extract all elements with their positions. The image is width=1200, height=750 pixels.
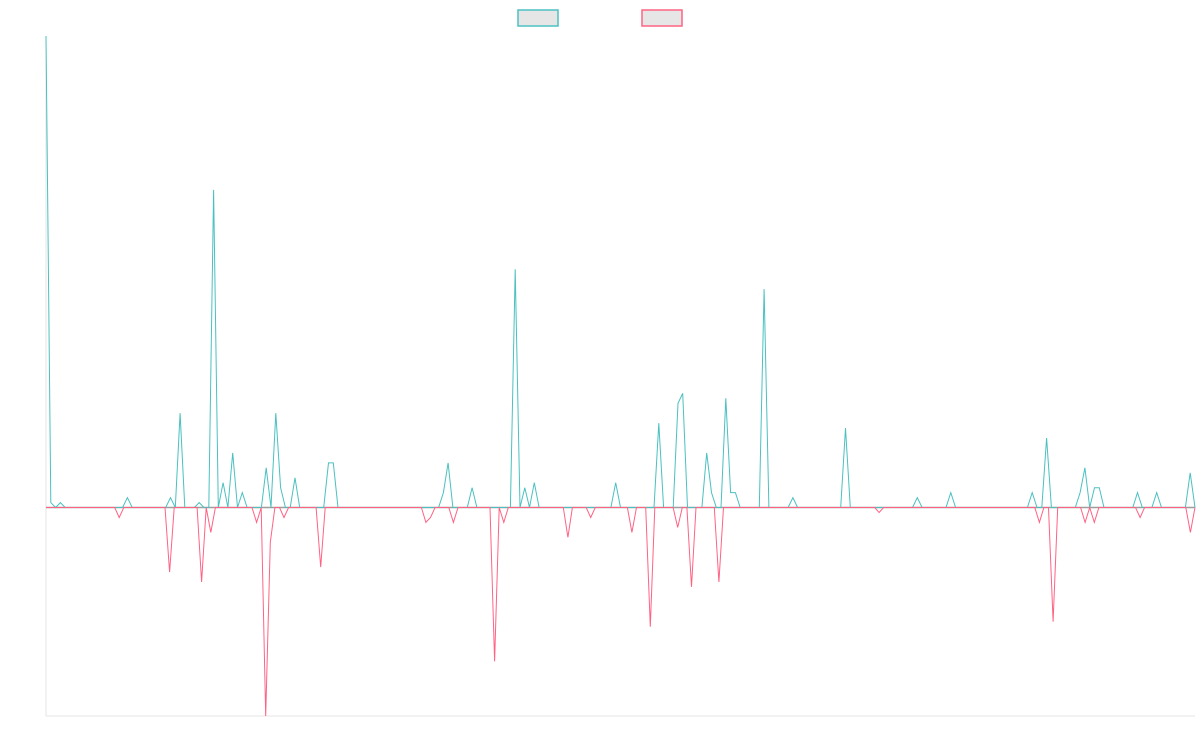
- series-1-line: [45, 35, 1196, 509]
- series-layer: [45, 35, 1196, 717]
- legend-swatch-2[interactable]: [641, 9, 683, 27]
- legend: [517, 9, 683, 27]
- axes: [45, 36, 1195, 717]
- legend-swatch-1[interactable]: [517, 9, 559, 27]
- series-2-line: [46, 505, 1196, 717]
